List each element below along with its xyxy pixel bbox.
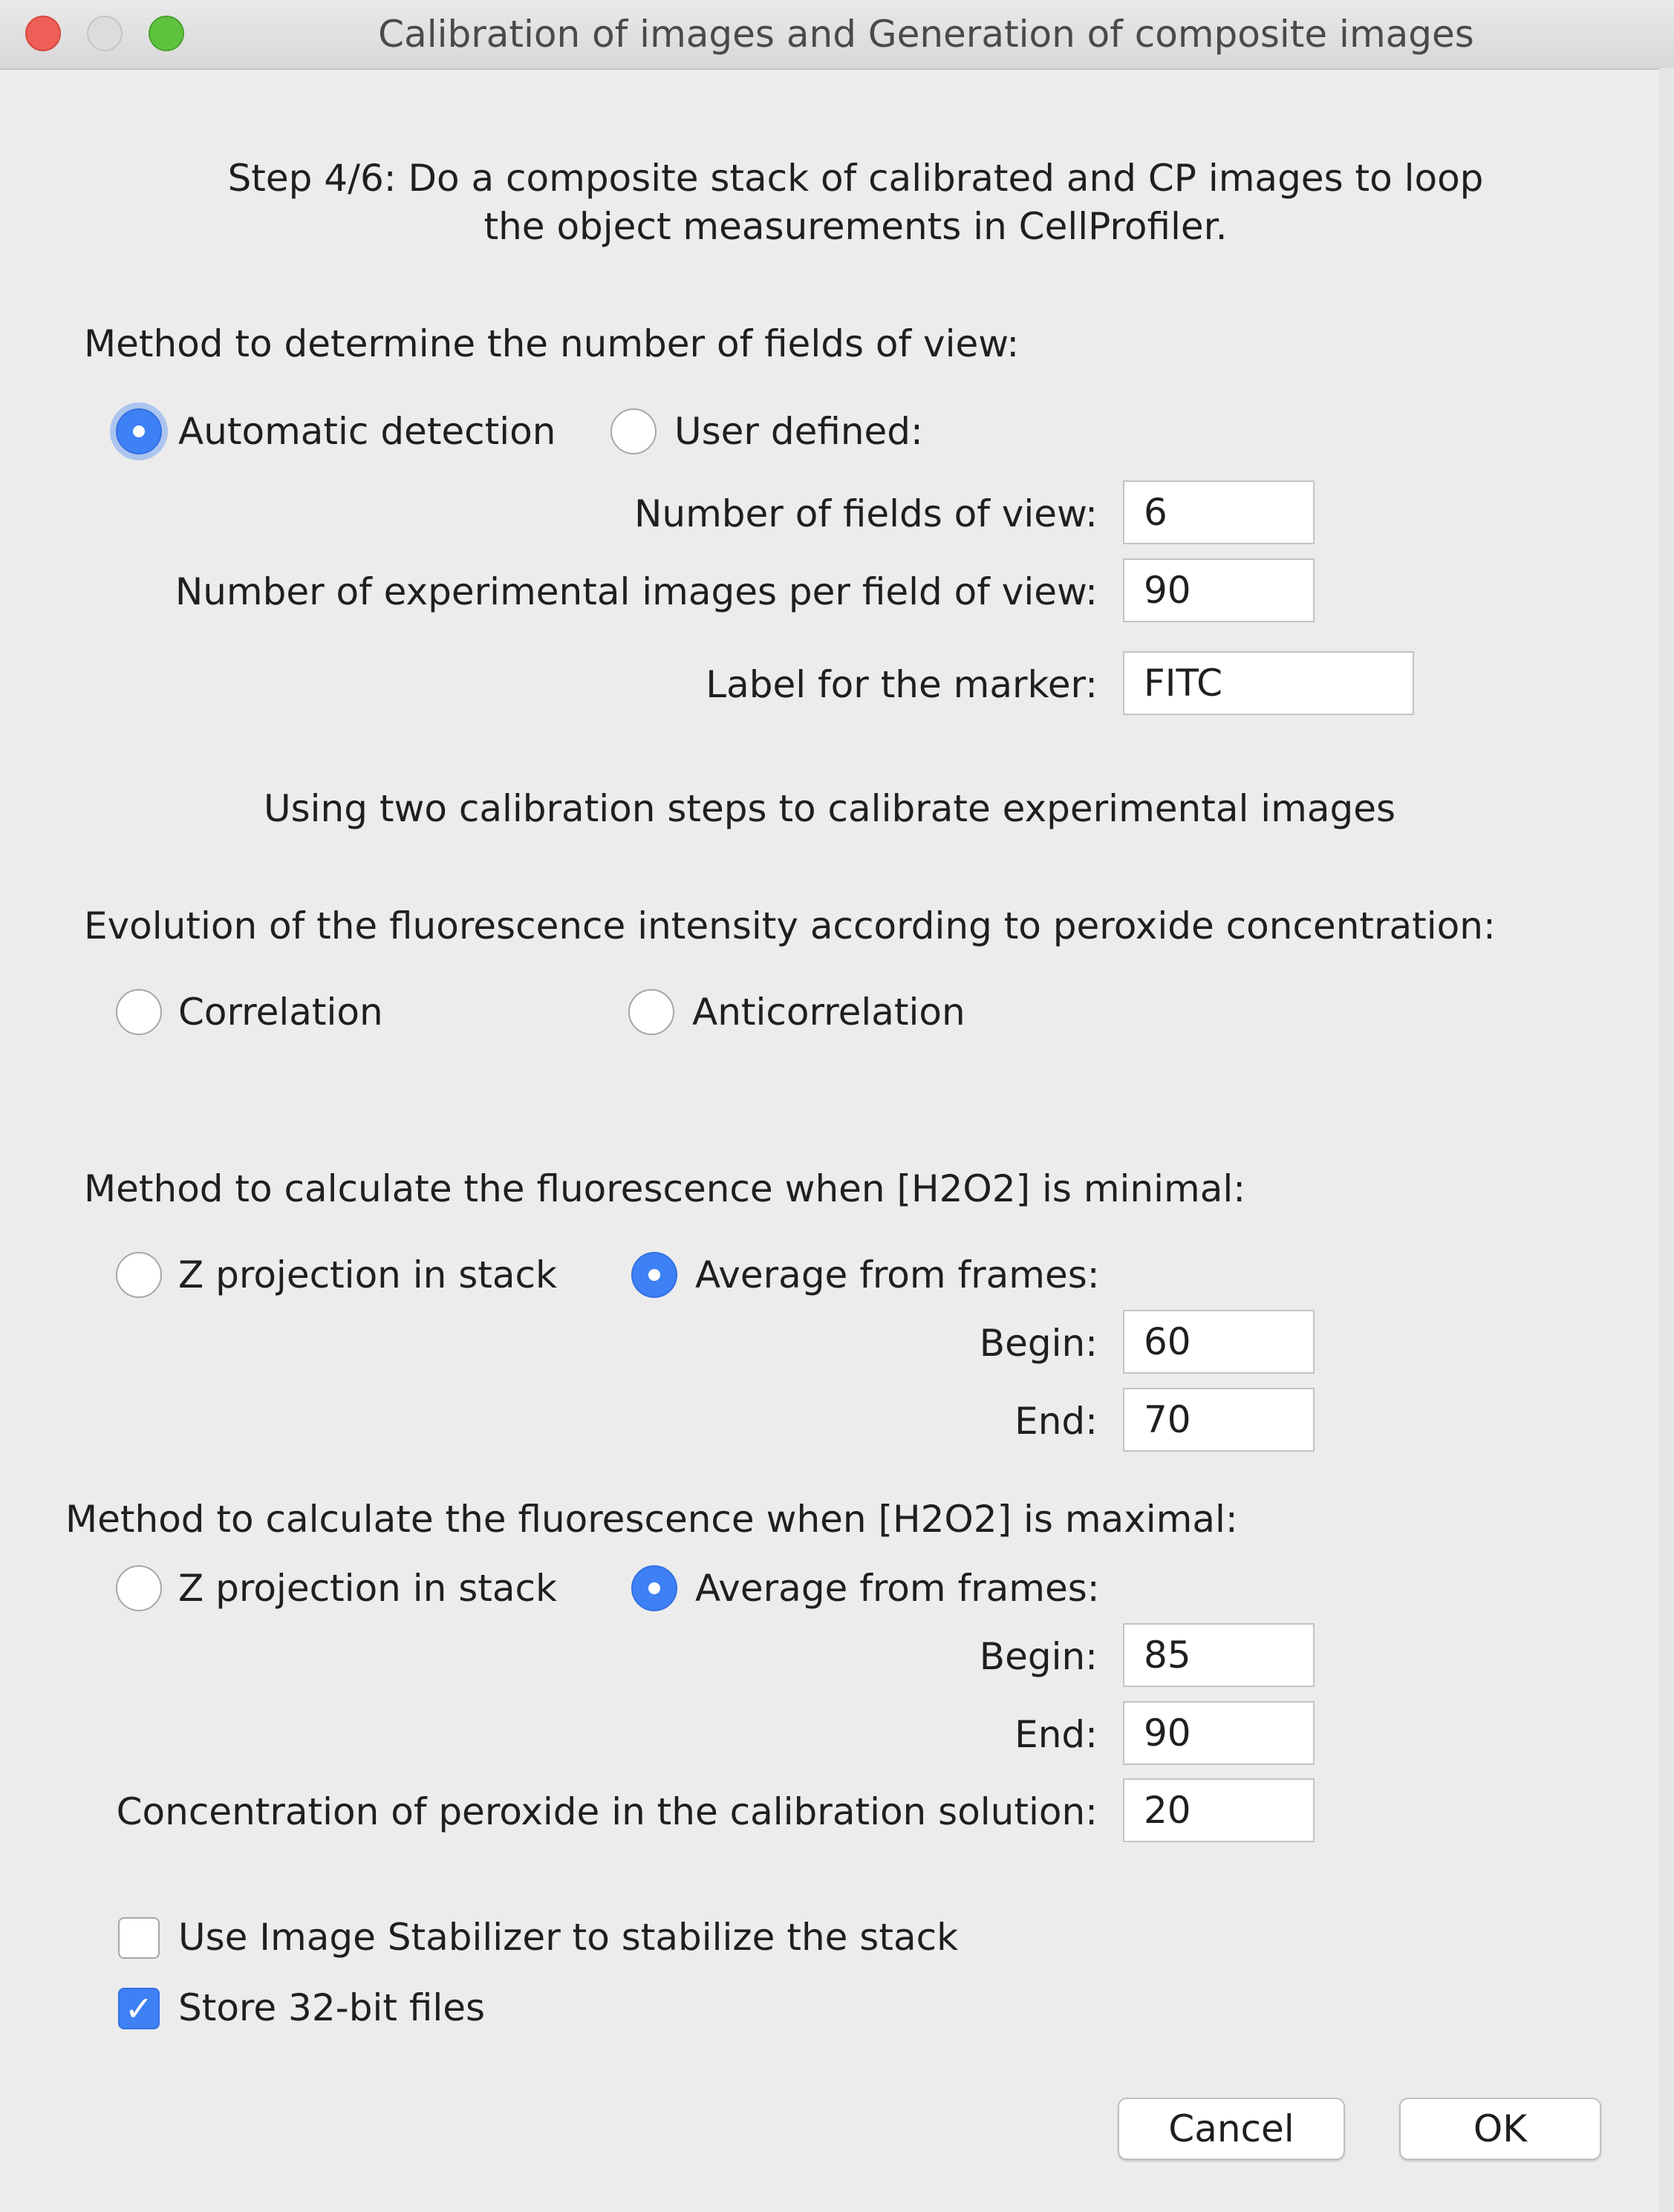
close-window-button[interactable] [25,16,61,51]
minimal-end-label: End: [1015,1400,1098,1443]
maximal-end-label: End: [1015,1713,1098,1756]
minimal-zprojection-radio[interactable] [116,1252,162,1298]
minimal-begin-label: Begin: [979,1322,1098,1365]
marker-input[interactable]: FITC [1123,651,1414,715]
ok-button[interactable]: OK [1399,2098,1601,2160]
maximal-zprojection-label[interactable]: Z projection in stack [178,1567,557,1610]
minimal-begin-input[interactable]: 60 [1123,1310,1315,1374]
store-32bit-checkbox[interactable]: ✓ [118,1988,160,2029]
store-32bit-label[interactable]: Store 32-bit files [178,1986,486,2029]
minimal-end-input[interactable]: 70 [1123,1388,1315,1452]
cancel-button[interactable]: Cancel [1118,2098,1345,2160]
window-edge [1659,68,1674,2212]
minimal-zprojection-label[interactable]: Z projection in stack [178,1253,557,1296]
num-fields-label: Number of fields of view: [634,492,1098,535]
automatic-detection-radio[interactable] [116,408,162,454]
calibration-note: Using two calibration steps to calibrate… [264,787,1396,830]
stabilizer-label[interactable]: Use Image Stabilizer to stabilize the st… [178,1916,959,1959]
instruction-line-1: Step 4/6: Do a composite stack of calibr… [227,157,1484,200]
images-per-field-label: Number of experimental images per field … [175,570,1098,613]
anticorrelation-label[interactable]: Anticorrelation [692,991,965,1034]
stabilizer-checkbox[interactable] [118,1917,160,1959]
title-bar[interactable]: Calibration of images and Generation of … [0,0,1674,70]
anticorrelation-radio[interactable] [628,989,674,1035]
minimal-average-radio[interactable] [631,1252,677,1298]
user-defined-radio[interactable] [610,408,657,454]
minimal-heading: Method to calculate the fluorescence whe… [84,1167,1246,1210]
maximal-zprojection-radio[interactable] [116,1565,162,1611]
evolution-heading: Evolution of the fluorescence intensity … [84,904,1496,947]
correlation-radio[interactable] [116,989,162,1035]
instruction-line-2: the object measurements in CellProfiler. [483,205,1228,248]
maximal-begin-label: Begin: [979,1635,1098,1678]
concentration-label: Concentration of peroxide in the calibra… [116,1790,1098,1833]
window-title: Calibration of images and Generation of … [378,13,1474,56]
marker-label: Label for the marker: [706,663,1098,706]
num-fields-input[interactable]: 6 [1123,480,1315,544]
maximal-begin-input[interactable]: 85 [1123,1623,1315,1687]
minimal-average-label[interactable]: Average from frames: [695,1253,1100,1296]
correlation-label[interactable]: Correlation [178,991,383,1034]
maximal-average-radio[interactable] [631,1565,677,1611]
maximize-window-button[interactable] [149,16,184,51]
maximal-average-label[interactable]: Average from frames: [695,1567,1100,1610]
user-defined-label[interactable]: User defined: [674,410,923,453]
images-per-field-input[interactable]: 90 [1123,558,1315,622]
concentration-input[interactable]: 20 [1123,1778,1315,1842]
fields-of-view-heading: Method to determine the number of fields… [84,322,1020,365]
maximal-heading: Method to calculate the fluorescence whe… [65,1498,1238,1541]
automatic-detection-label[interactable]: Automatic detection [178,410,556,453]
maximal-end-input[interactable]: 90 [1123,1701,1315,1765]
minimize-window-button[interactable] [87,16,123,51]
